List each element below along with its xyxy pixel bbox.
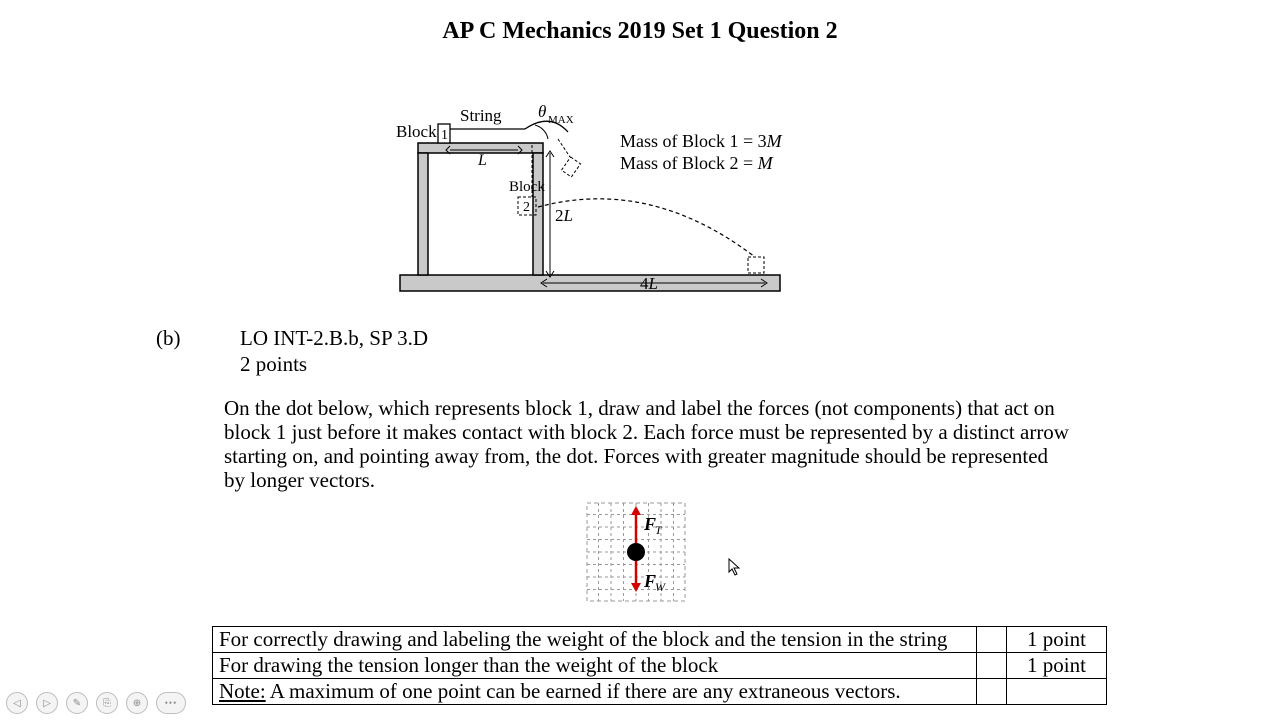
rubric-gap [977,627,1007,653]
slides-button[interactable]: ⎘ [96,692,118,714]
svg-text:Mass of Block 1 = 3M: Mass of Block 1 = 3M [620,131,783,151]
table-row: For drawing the tension longer than the … [213,653,1107,679]
svg-text:Mass of Block 2 = M: Mass of Block 2 = M [620,153,774,173]
pen-button[interactable]: ✎ [66,692,88,714]
prev-button[interactable]: ◁ [6,692,28,714]
next-button[interactable]: ▷ [36,692,58,714]
table-row: Note: A maximum of one point can be earn… [213,679,1107,705]
table-row: For correctly drawing and labeling the w… [213,627,1107,653]
part-label: (b) [156,326,181,351]
svg-text:2: 2 [523,200,530,215]
svg-text:2L: 2L [555,206,573,225]
rubric-desc: For correctly drawing and labeling the w… [213,627,977,653]
svg-text:4L: 4L [640,274,658,293]
presentation-toolbar: ◁ ▷ ✎ ⎘ ⊕ ••• [6,692,186,714]
svg-text:String: String [460,106,502,125]
rubric-points: 1 point [1007,627,1107,653]
cursor-icon [728,558,740,576]
question-text: On the dot below, which represents block… [224,396,1074,493]
svg-text:1: 1 [441,128,448,143]
svg-text:L: L [477,152,487,169]
physics-figure: 1 Block String L θ MAX Block 2 2L [390,57,890,297]
rubric-table: For correctly drawing and labeling the w… [212,626,1107,705]
rubric-points [1007,679,1107,705]
svg-text:θ: θ [538,102,546,121]
svg-text:T: T [655,523,663,537]
rubric-desc: For drawing the tension longer than the … [213,653,977,679]
rubric-desc: Note: A maximum of one point can be earn… [213,679,977,705]
rubric-gap [977,653,1007,679]
free-body-diagram: F T F W [586,502,686,602]
svg-text:MAX: MAX [548,114,574,126]
points-label: 2 points [240,352,307,377]
svg-text:W: W [655,580,666,594]
rubric-points: 1 point [1007,653,1107,679]
zoom-button[interactable]: ⊕ [126,692,148,714]
page-title: AP C Mechanics 2019 Set 1 Question 2 [0,0,1280,45]
svg-text:Block: Block [396,122,437,141]
svg-text:Block: Block [509,179,545,195]
more-button[interactable]: ••• [156,692,186,714]
rubric-gap [977,679,1007,705]
learning-objective: LO INT-2.B.b, SP 3.D [240,326,428,351]
